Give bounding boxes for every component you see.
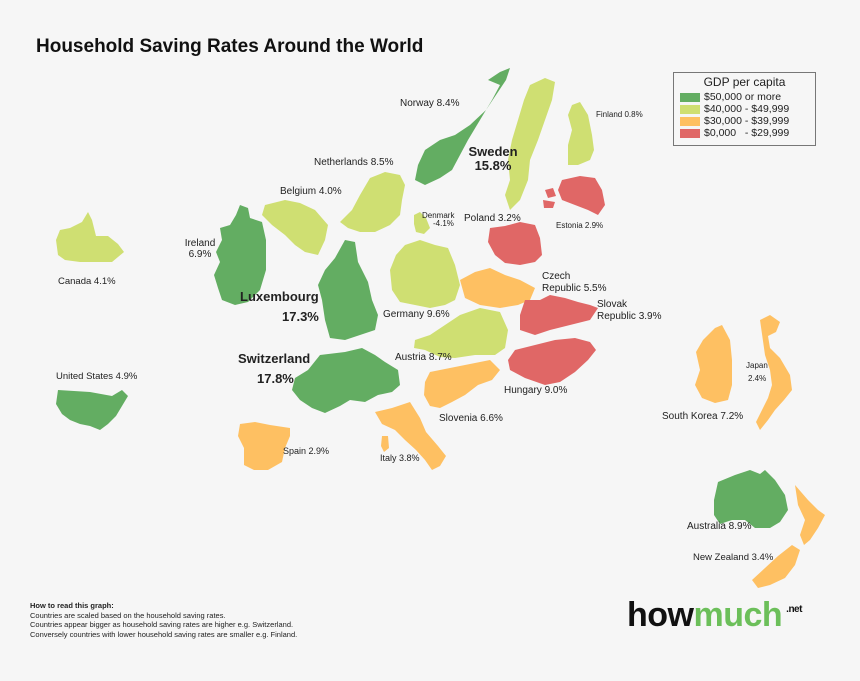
label-netherlands: Netherlands 8.5% — [314, 157, 394, 168]
how-to-read-heading: How to read this graph: — [30, 601, 114, 610]
label-new-zealand: New Zealand 3.4% — [693, 552, 774, 563]
legend-item: $0,000 - $29,999 — [680, 127, 809, 139]
country-estonia — [558, 176, 605, 215]
legend: GDP per capita $50,000 or more $40,000 -… — [673, 72, 816, 146]
country-finland — [568, 102, 594, 165]
howmuch-logo: howmuch .net — [627, 596, 802, 635]
label-austria: Austria 8.7% — [395, 352, 452, 363]
country-south-korea — [695, 325, 732, 403]
label-slovenia: Slovenia 6.6% — [439, 413, 503, 424]
country-germany — [390, 240, 460, 308]
label-luxembourg-name: Luxembourg — [240, 289, 319, 304]
label-belgium: Belgium 4.0% — [280, 186, 342, 197]
legend-item-label: $50,000 or more — [704, 91, 782, 103]
legend-item: $50,000 or more — [680, 91, 809, 103]
legend-swatch-lightgreen — [680, 104, 700, 114]
country-netherlands — [340, 172, 405, 232]
label-czech-line1: Czech — [542, 271, 571, 282]
label-denmark-rate: -4.1% — [433, 219, 454, 228]
logo-how: how — [627, 596, 694, 634]
country-italy — [375, 402, 446, 470]
label-slovak-line2: Republic 3.9% — [597, 311, 662, 322]
country-slovak-republic — [520, 295, 598, 335]
how-to-read-line: Countries are scaled based on the househ… — [30, 610, 226, 620]
country-luxembourg — [318, 240, 378, 340]
country-australia — [714, 470, 788, 528]
label-ireland-name: Ireland — [184, 238, 216, 249]
country-estonia-islands — [543, 188, 556, 208]
country-canada — [56, 212, 124, 262]
country-denmark — [414, 212, 430, 234]
label-south-korea: South Korea 7.2% — [662, 411, 744, 422]
how-to-read-line: Countries appear bigger as household sav… — [30, 620, 294, 629]
country-switzerland — [292, 348, 400, 413]
chart-title: Household Saving Rates Around the World — [36, 36, 424, 57]
label-italy: Italy 3.8% — [380, 453, 420, 463]
label-hungary: Hungary 9.0% — [504, 385, 568, 396]
label-finland: Finland 0.8% — [596, 110, 643, 119]
country-slovenia — [424, 360, 500, 408]
country-spain — [238, 422, 290, 470]
label-slovak-line1: Slovak — [597, 299, 628, 310]
label-canada: Canada 4.1% — [58, 276, 116, 287]
how-to-read-line: Conversely countries with lower househol… — [30, 629, 298, 639]
country-italy-sardinia — [381, 436, 389, 452]
legend-title: GDP per capita — [703, 75, 786, 89]
legend-item: $30,000 - $39,999 — [680, 115, 809, 127]
country-new-zealand — [752, 485, 825, 588]
label-united-states: United States 4.9% — [56, 371, 138, 382]
country-japan — [756, 315, 792, 430]
label-switzerland-name: Switzerland — [238, 351, 311, 366]
country-norway — [415, 68, 510, 185]
how-to-read-note: How to read this graph: Countries are sc… — [30, 601, 297, 639]
country-austria — [414, 308, 508, 358]
label-japan-name: Japan — [746, 361, 768, 370]
label-switzerland-rate: 17.8% — [257, 371, 294, 386]
logo-much: much — [693, 596, 783, 634]
country-sweden — [505, 78, 555, 210]
legend-swatch-red — [680, 128, 700, 138]
label-australia: Australia 8.9% — [687, 521, 752, 532]
legend-item-label: $30,000 - $39,999 — [704, 115, 790, 127]
legend-item-label: $0,000 - $29,999 — [704, 127, 790, 139]
label-luxembourg-rate: 17.3% — [282, 309, 319, 324]
label-czech-line2: Republic 5.5% — [542, 283, 607, 294]
legend-item-label: $40,000 - $49,999 — [704, 103, 790, 115]
label-sweden-name: Sweden — [468, 144, 518, 159]
country-czech-republic — [460, 268, 535, 308]
label-norway: Norway 8.4% — [400, 98, 460, 109]
country-hungary — [508, 338, 596, 385]
label-estonia: Estonia 2.9% — [556, 221, 604, 230]
country-united-states — [56, 390, 128, 430]
label-japan-rate: 2.4% — [748, 374, 767, 383]
label-denmark-name: Denmark — [422, 211, 455, 220]
legend-swatch-orange — [680, 116, 700, 126]
label-sweden-rate: 15.8% — [474, 158, 512, 173]
country-ireland — [214, 205, 266, 305]
country-poland — [488, 222, 542, 265]
logo-net: .net — [786, 604, 802, 615]
label-spain: Spain 2.9% — [283, 446, 330, 456]
legend-item: $40,000 - $49,999 — [680, 103, 809, 115]
label-poland: Poland 3.2% — [464, 213, 521, 224]
legend-swatch-green — [680, 92, 700, 102]
label-germany: Germany 9.6% — [383, 309, 450, 320]
country-belgium — [262, 200, 328, 255]
label-ireland-rate: 6.9% — [188, 249, 212, 260]
